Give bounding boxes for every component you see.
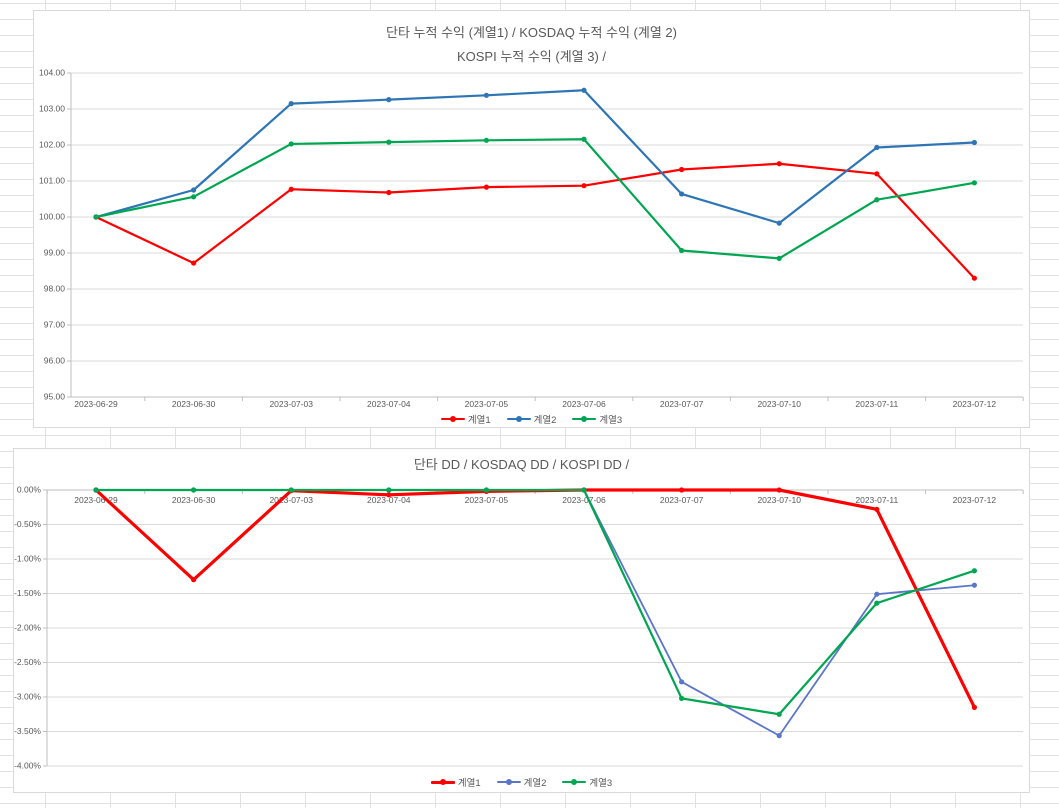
axis-lines (70, 73, 1024, 401)
chart-legend: 계열1 계열2 계열3 (34, 412, 1029, 426)
legend-item-계열3[interactable]: 계열3 (572, 412, 622, 426)
legend-marker-계열1 (440, 416, 465, 422)
series-line-계열3[interactable] (94, 138, 976, 260)
series-line-계열3[interactable] (94, 488, 976, 716)
x-tick-label: 2023-06-29 (74, 399, 118, 409)
x-tick-label: 2023-07-03 (269, 399, 313, 409)
y-tick-label: -0.50% (14, 519, 41, 529)
series-markers-계열3[interactable] (93, 136, 978, 261)
y-axis-labels: 104.00 103.00 102.00 101.00 100.00 99.00 98.00… (39, 68, 65, 402)
legend-marker-dot (581, 416, 588, 422)
series-markers-계열2[interactable] (93, 487, 978, 739)
x-tick-label: 2023-07-06 (562, 495, 606, 505)
legend-marker-dot (515, 416, 522, 422)
series-line-계열2[interactable] (94, 89, 976, 225)
cumulative-return-chart[interactable]: 단타 누적 수익 (계열1) / KOSDAQ 누적 수익 (계열 2) KOS… (33, 10, 1030, 428)
legend-label: 계열3 (589, 778, 613, 789)
chart-plot-svg: 104.00 103.00 102.00 101.00 100.00 99.00 98.00… (39, 68, 1024, 409)
y-axis-labels: 0.00% -0.50% -1.00% -1.50% -2.00% -2.50% -3.00… (14, 485, 41, 771)
x-tick-label: 2023-07-04 (367, 495, 411, 505)
y-tick-label: 104.00 (39, 68, 65, 78)
drawdown-chart[interactable]: 단타 DD / KOSDAQ DD / KOSPI DD / 0.00% -0.5… (13, 448, 1030, 793)
legend-item-계열2[interactable]: 계열2 (506, 412, 557, 426)
legend-item-계열3[interactable]: 계열3 (562, 775, 612, 789)
chart-plot-svg: 0.00% -0.50% -1.00% -1.50% -2.00% -2.50% -3.00… (14, 485, 1024, 771)
legend-item-계열1[interactable]: 계열1 (430, 775, 481, 789)
y-tick-label: -1.00% (14, 554, 41, 564)
y-tick-label: 99.00 (44, 248, 66, 258)
legend-marker-dot (439, 779, 446, 785)
chart-legend: 계열1 계열2 계열3 (14, 775, 1029, 789)
y-tick-label: -3.50% (14, 726, 41, 736)
legend-marker-계열2 (496, 779, 521, 785)
legend-marker-계열1 (430, 779, 455, 785)
x-tick-label: 2023-07-12 (953, 495, 997, 505)
y-tick-label: 97.00 (44, 320, 66, 330)
x-tick-label: 2023-07-10 (757, 495, 801, 505)
y-tick-label: 96.00 (44, 356, 66, 366)
x-tick-label: 2023-07-06 (562, 399, 606, 409)
y-tick-label: -1.50% (14, 588, 41, 598)
legend-label: 계열2 (533, 415, 557, 426)
legend-label: 계열1 (457, 778, 481, 789)
legend-marker-계열2 (506, 416, 531, 422)
x-tick-label: 2023-07-05 (465, 495, 509, 505)
x-tick-label: 2023-07-10 (757, 399, 801, 409)
y-tick-label: 98.00 (44, 284, 66, 294)
y-gridlines (67, 72, 1023, 398)
series-markers-계열3[interactable] (93, 487, 978, 717)
y-tick-label: -3.00% (14, 692, 41, 702)
y-gridlines (43, 489, 1023, 767)
x-tick-label: 2023-07-12 (953, 399, 997, 409)
series-line-계열1[interactable] (94, 488, 977, 709)
y-tick-label: -2.00% (14, 623, 41, 633)
y-tick-label: 100.00 (39, 212, 65, 222)
y-tick-label: 0.00% (17, 485, 42, 495)
legend-marker-dot (505, 779, 512, 785)
legend-marker-계열3 (572, 416, 597, 422)
legend-item-계열1[interactable]: 계열1 (440, 412, 491, 426)
chart-title-line1: 단타 DD / KOSDAQ DD / KOSPI DD / (413, 457, 630, 472)
y-tick-label: -2.50% (14, 657, 41, 667)
y-tick-label: 103.00 (39, 104, 65, 114)
series-line-계열1[interactable] (94, 162, 976, 280)
chart-title-line1: 단타 누적 수익 (계열1) / KOSDAQ 누적 수익 (계열 2) (386, 25, 677, 40)
series-line-계열2[interactable] (95, 489, 976, 737)
x-tick-label: 2023-07-07 (660, 495, 704, 505)
legend-marker-dot (571, 779, 578, 785)
legend-marker-계열3 (562, 779, 587, 785)
x-tick-label: 2023-06-30 (172, 495, 216, 505)
x-tick-label: 2023-07-03 (269, 495, 313, 505)
series-markers-계열2[interactable] (93, 87, 978, 226)
y-tick-label: 102.00 (39, 140, 65, 150)
x-tick-label: 2023-07-11 (855, 399, 898, 409)
legend-marker-dot (449, 416, 456, 422)
y-tick-label: 95.00 (44, 392, 66, 402)
legend-label: 계열2 (523, 778, 547, 789)
legend-item-계열2[interactable]: 계열2 (496, 775, 547, 789)
x-tick-label: 2023-07-04 (367, 399, 411, 409)
x-tick-label: 2023-07-05 (465, 399, 509, 409)
x-axis-labels: 2023-06-29 2023-06-30 2023-07-03 2023-07-04… (74, 399, 996, 409)
legend-label: 계열1 (467, 415, 491, 426)
x-axis-labels: 2023-06-29 2023-06-30 2023-07-03 2023-07-04… (74, 495, 996, 505)
x-tick-label: 2023-06-30 (172, 399, 216, 409)
legend-label: 계열3 (599, 415, 623, 426)
y-tick-label: 101.00 (39, 176, 65, 186)
series-markers-계열1[interactable] (93, 487, 978, 710)
y-tick-label: -4.00% (14, 761, 41, 771)
x-tick-label: 2023-07-07 (660, 399, 704, 409)
x-tick-label: 2023-06-29 (74, 495, 118, 505)
x-tick-label: 2023-07-11 (855, 495, 898, 505)
chart-title-line2: KOSPI 누적 수익 (계열 3) / (456, 49, 607, 64)
